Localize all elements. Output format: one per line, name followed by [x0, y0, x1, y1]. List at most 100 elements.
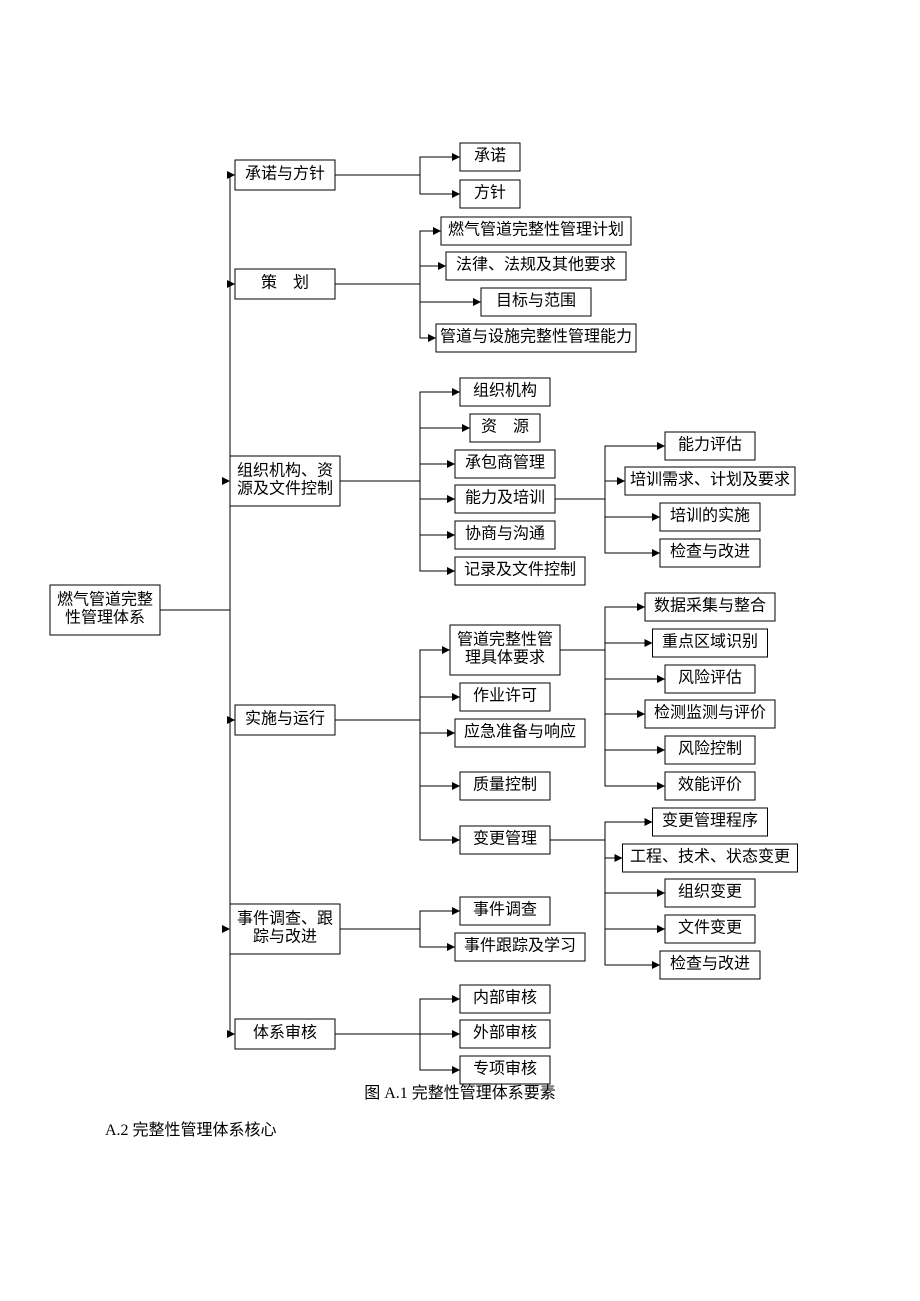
arrowhead	[657, 442, 665, 450]
node-b1-label: 燃气管道完整性管理计划	[448, 221, 624, 239]
node-d1e-label: 风险控制	[678, 740, 742, 758]
node-root-label: 性管理体系	[65, 609, 145, 627]
node-d5c-label: 组织变更	[678, 883, 742, 901]
node-d2-label: 作业许可	[473, 687, 537, 705]
node-e1: 事件调查	[460, 897, 550, 925]
node-d5b-label: 工程、技术、状态变更	[630, 848, 790, 866]
node-c4d-label: 检查与改进	[670, 543, 750, 561]
node-d1c-label: 风险评估	[678, 669, 742, 687]
node-d1-label: 理具体要求	[465, 649, 545, 667]
node-c3: 承包商管理	[455, 450, 555, 478]
arrowhead	[637, 603, 645, 611]
edge-d-d5	[335, 720, 460, 840]
node-a1-label: 承诺	[474, 147, 506, 165]
arrowhead	[452, 388, 460, 396]
arrowhead	[657, 925, 665, 933]
arrowhead	[227, 171, 235, 179]
edge-root-c	[160, 481, 230, 610]
arrowhead	[447, 729, 455, 737]
node-b-label: 策 划	[261, 274, 309, 292]
node-b4-label: 管道与设施完整性管理能力	[440, 328, 632, 346]
edge-c-c5	[340, 481, 455, 535]
node-root: 燃气管道完整性管理体系	[50, 585, 160, 635]
node-c2: 资 源	[470, 414, 540, 442]
arrowhead	[452, 836, 460, 844]
arrowhead	[462, 424, 470, 432]
arrowhead	[452, 995, 460, 1003]
edge-root-b	[160, 284, 235, 610]
node-d1b: 重点区域识别	[653, 629, 768, 657]
edge-d-d3	[335, 720, 455, 733]
node-b2: 法律、法规及其他要求	[446, 252, 626, 280]
edge-b-b4	[335, 284, 436, 338]
arrowhead	[438, 262, 446, 270]
node-f: 体系审核	[235, 1019, 335, 1049]
edge-root-a	[160, 175, 235, 610]
node-d5-label: 变更管理	[473, 830, 537, 848]
node-c4c-label: 培训的实施	[670, 507, 750, 525]
arrowhead	[657, 746, 665, 754]
arrowhead	[227, 716, 235, 724]
node-c4a: 能力评估	[665, 432, 755, 460]
arrowhead	[222, 925, 230, 933]
node-e-label: 事件调查、跟	[237, 910, 333, 928]
node-b4: 管道与设施完整性管理能力	[436, 324, 636, 352]
arrowhead	[452, 693, 460, 701]
node-a-label: 承诺与方针	[245, 165, 325, 183]
tree-diagram: 燃气管道完整性管理体系承诺与方针策 划组织机构、资源及文件控制实施与运行事件调查…	[0, 0, 920, 1301]
node-d5c: 组织变更	[665, 879, 755, 907]
arrowhead	[447, 567, 455, 575]
node-d1c: 风险评估	[665, 665, 755, 693]
node-e1-label: 事件调查	[473, 901, 537, 919]
arrowhead	[652, 961, 660, 969]
arrowhead	[473, 298, 481, 306]
edge-d1-d1c	[560, 650, 665, 679]
edge-d5-d5b	[550, 840, 623, 858]
edge-root-f	[160, 610, 235, 1034]
edge-f-f3	[335, 1034, 460, 1070]
node-e: 事件调查、跟踪与改进	[230, 904, 340, 954]
node-d4-label: 质量控制	[473, 776, 537, 794]
node-c4c: 培训的实施	[660, 503, 760, 531]
node-e-label: 踪与改进	[253, 928, 317, 946]
node-f-label: 体系审核	[253, 1024, 317, 1042]
node-c4d: 检查与改进	[660, 539, 760, 567]
edge-b-b1	[335, 231, 441, 284]
node-d5a: 变更管理程序	[653, 808, 768, 836]
node-b1: 燃气管道完整性管理计划	[441, 217, 631, 245]
node-d1d-label: 检测监测与评价	[654, 704, 766, 722]
node-c4-label: 能力及培训	[465, 489, 545, 507]
arrowhead	[433, 227, 441, 235]
edge-a-a1	[335, 157, 460, 175]
arrowhead	[447, 943, 455, 951]
edge-root-e	[160, 610, 230, 929]
node-d5a-label: 变更管理程序	[662, 812, 758, 830]
node-d5e-label: 检查与改进	[670, 955, 750, 973]
node-f2: 外部审核	[460, 1020, 550, 1048]
edge-root-d	[160, 610, 235, 720]
arrowhead	[447, 460, 455, 468]
node-d1a-label: 数据采集与整合	[654, 597, 766, 615]
arrowhead	[452, 907, 460, 915]
node-d-label: 实施与运行	[245, 710, 325, 728]
node-c5: 协商与沟通	[455, 521, 555, 549]
arrowhead	[442, 646, 450, 654]
arrowhead	[452, 782, 460, 790]
edge-d1-d1d	[560, 650, 645, 714]
arrowhead	[452, 1066, 460, 1074]
node-d3-label: 应急准备与响应	[464, 722, 576, 741]
node-c1-label: 组织机构	[473, 382, 537, 400]
node-d: 实施与运行	[235, 705, 335, 735]
figure-caption: 图 A.1 完整性管理体系要素	[364, 1084, 556, 1102]
edge-b-b3	[335, 284, 481, 302]
arrowhead	[428, 334, 436, 342]
edge-c4-c4b	[555, 481, 625, 499]
node-d5e: 检查与改进	[660, 951, 760, 979]
arrowhead	[657, 675, 665, 683]
node-c4b-label: 培训需求、计划及要求	[630, 471, 790, 489]
node-d1f: 效能评价	[665, 772, 755, 800]
node-b: 策 划	[235, 269, 335, 299]
node-c4: 能力及培训	[455, 485, 555, 513]
edge-c-c3	[340, 464, 455, 481]
edge-c4-c4c	[555, 499, 660, 517]
